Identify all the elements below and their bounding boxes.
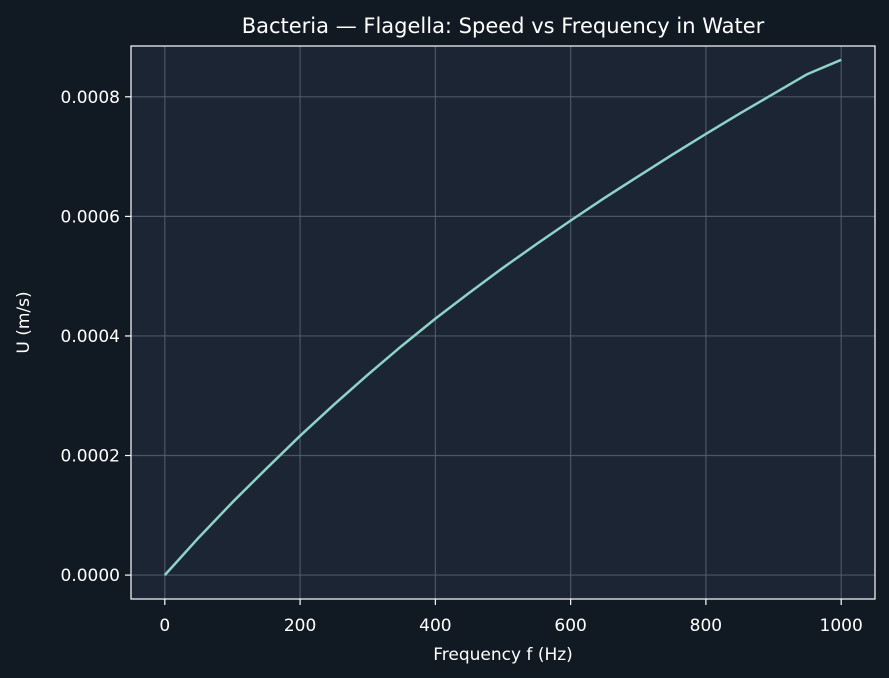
y-axis-label: U (m/s) <box>14 291 34 353</box>
series-line <box>163 58 842 576</box>
x-tick-label: 200 <box>284 616 316 636</box>
x-tick-label: 600 <box>554 616 586 636</box>
x-tick-label: 800 <box>690 616 722 636</box>
x-tick-label: 0 <box>159 616 170 636</box>
y-tick-label: 0.0006 <box>61 207 120 227</box>
chart-title: Bacteria — Flagella: Speed vs Frequency … <box>242 14 765 38</box>
plot-area <box>131 46 875 599</box>
y-tick-label: 0.0008 <box>61 88 120 108</box>
x-tick-label: 400 <box>419 616 451 636</box>
y-axis-ticks: 0.0000 0.0002 0.0004 0.0006 0.0008 <box>61 88 131 586</box>
plot-frame <box>130 45 876 600</box>
x-axis-label: Frequency f (Hz) <box>433 645 573 665</box>
y-tick-label: 0.0004 <box>61 327 120 347</box>
x-axis-ticks: 0 200 400 600 800 1000 <box>159 599 863 636</box>
y-tick-label: 0.0002 <box>61 447 120 467</box>
x-tick-label: 1000 <box>820 616 863 636</box>
y-tick-label: 0.0000 <box>61 566 120 586</box>
grid-lines <box>131 46 875 599</box>
